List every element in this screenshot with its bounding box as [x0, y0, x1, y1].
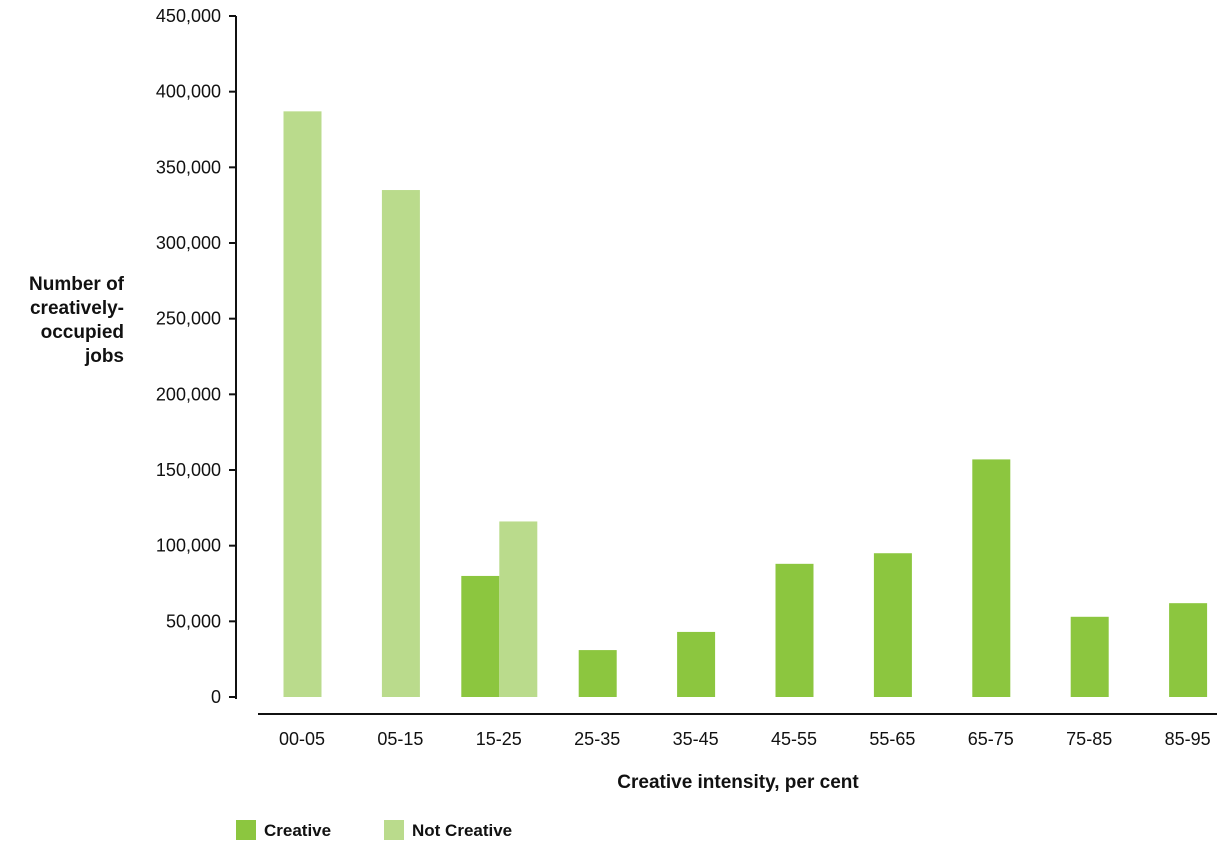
bar-not-creative-00-05 [283, 111, 322, 698]
y-axis: 0 50,000 100,000 150,000 200,000 250,000 300,0… [156, 6, 237, 707]
x-tick-label: 15-25 [476, 729, 522, 749]
x-tick-label: 75-85 [1066, 729, 1112, 749]
bar-creative-65-75 [972, 459, 1011, 697]
x-tick-label: 45-55 [771, 729, 817, 749]
y-tick-label: 150,000 [156, 460, 221, 480]
y-tick-label: 50,000 [166, 611, 221, 631]
bar-creative-45-55 [775, 563, 814, 697]
bars [283, 111, 1208, 698]
legend-label: Creative [264, 821, 331, 840]
y-axis-title-line: occupied [41, 322, 124, 343]
x-tick-label: 25-35 [574, 729, 620, 749]
x-axis-title: Creative intensity, per cent [617, 772, 859, 793]
x-tick-label: 55-65 [869, 729, 915, 749]
y-axis-title-line: jobs [84, 346, 124, 367]
x-tick-label: 05-15 [377, 729, 423, 749]
bar-creative-35-45 [677, 631, 716, 697]
legend-label: Not Creative [412, 821, 512, 840]
legend: Creative Not Creative [236, 820, 512, 840]
x-tick-label: 85-95 [1165, 729, 1211, 749]
y-tick-label: 300,000 [156, 233, 221, 253]
y-axis-title: Number of creatively-occupied jobs [29, 274, 125, 367]
bar-not-creative-05-15 [381, 190, 420, 698]
bar-creative-85-95 [1169, 603, 1208, 697]
bar-creative-25-35 [578, 650, 617, 697]
legend-swatch-creative [236, 820, 256, 840]
x-tick-label: 35-45 [673, 729, 719, 749]
x-axis: 00-05 05-15 15-25 25-35 35-45 45-55 55-65 65-75… [258, 713, 1217, 749]
bar-not-creative-15-25 [499, 521, 538, 697]
y-tick-label: 400,000 [156, 82, 221, 102]
y-axis-title-line: creatively- [30, 298, 124, 319]
y-tick-label: 0 [211, 687, 221, 707]
y-tick-label: 100,000 [156, 536, 221, 556]
x-tick-label: 65-75 [968, 729, 1014, 749]
y-tick-label: 200,000 [156, 384, 221, 404]
y-axis-title-line: Number of [29, 274, 125, 295]
bar-creative-15-25 [461, 575, 500, 697]
y-tick-label: 350,000 [156, 157, 221, 177]
bar-creative-55-65 [873, 553, 912, 697]
y-tick-label: 450,000 [156, 6, 221, 26]
legend-swatch-not-creative [384, 820, 404, 840]
bar-creative-75-85 [1070, 616, 1109, 697]
x-tick-label: 00-05 [279, 729, 325, 749]
y-tick-label: 250,000 [156, 309, 221, 329]
